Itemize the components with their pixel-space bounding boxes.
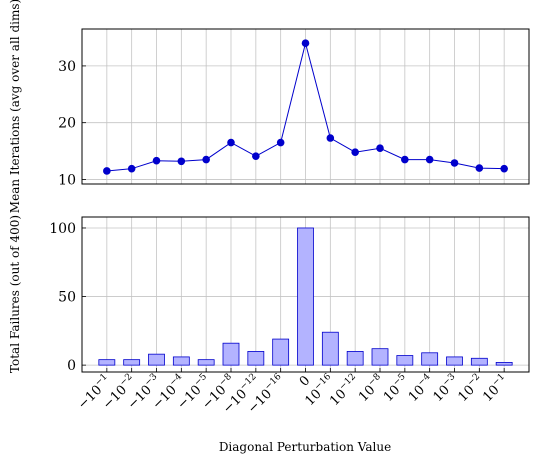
x-axis-title: Diagonal Perturbation Value: [219, 440, 391, 454]
x-tick-label: 10−3: [429, 372, 462, 405]
iterations-point: [202, 155, 210, 164]
failures-bar: [247, 351, 265, 366]
x-tick-base: 0: [297, 373, 313, 389]
iterations-point: [425, 155, 434, 164]
iterations-point: [326, 134, 335, 142]
iterations-point: [127, 164, 136, 173]
iterations-plot-frame: [81, 28, 530, 185]
x-tick-label: 10−8: [355, 372, 388, 405]
x-tick-label: 10−5: [380, 372, 413, 405]
x-tick-label: 0: [297, 373, 313, 389]
failures-bar: [197, 359, 215, 366]
y-tick-label: 30: [58, 59, 76, 75]
failures-bar: [470, 357, 488, 366]
failures-bar: [172, 356, 190, 366]
iterations-point: [276, 138, 285, 147]
iterations-point: [450, 159, 459, 167]
failures-bar: [98, 359, 116, 366]
failures-bar: [222, 342, 240, 366]
x-tick-label: 10−1: [479, 372, 512, 405]
failures-series: [98, 227, 513, 366]
y-tick-label: 20: [58, 116, 76, 132]
iterations-point: [301, 39, 310, 47]
x-tick-label: 10−2: [454, 372, 487, 405]
iterations-point: [351, 148, 359, 157]
iterations-point: [227, 138, 235, 147]
failures-bar: [346, 351, 364, 366]
failures-bar: [396, 355, 414, 366]
x-tick-exponent: −12: [338, 372, 359, 393]
y-tick-label: 0: [67, 358, 76, 374]
iterations-point: [152, 156, 161, 165]
y-tick-label: 50: [58, 290, 76, 306]
y-tick-label: 100: [49, 221, 76, 237]
iterations-point: [252, 152, 260, 160]
failures-bar: [297, 227, 314, 366]
failures-bar: [495, 361, 513, 366]
iterations-series: [103, 39, 508, 175]
x-tick-label: 10−4: [404, 372, 437, 405]
iterations-point: [376, 144, 384, 153]
iterations-point: [475, 164, 484, 172]
failures-bar: [446, 356, 463, 366]
x-tick-exponent: −16: [313, 372, 334, 393]
failures-x-ticks: −10−1−10−2−10−3−10−4−10−5−10−8−10−12−10−…: [75, 368, 512, 417]
failures-bar: [123, 359, 141, 366]
iterations-y-ticks: 10 20 30: [58, 59, 86, 188]
failures-bar: [321, 331, 339, 366]
failures-bar: [272, 338, 290, 366]
x-tick-exponent: −16: [263, 372, 284, 393]
y-tick-label: 10: [58, 172, 76, 188]
failures-y-ticks: 0 50 100: [49, 221, 86, 374]
iterations-grid: [82, 29, 529, 184]
failures-bar: [148, 353, 165, 366]
failures-bar: [371, 348, 389, 366]
iterations-y-axis-title: Mean Iterations (avg over all dims): [8, 0, 22, 213]
failures-y-axis-title: Total Failures (out of 400): [8, 215, 22, 373]
iterations-point: [500, 164, 508, 173]
failures-bar: [421, 352, 439, 366]
iterations-point: [401, 155, 409, 164]
x-tick-exponent: −12: [238, 372, 259, 393]
iterations-point: [103, 167, 111, 175]
iterations-point: [177, 157, 186, 166]
iterations-panel: 10 20 30 Mean Iterations (avg over all dim…: [8, 0, 530, 213]
